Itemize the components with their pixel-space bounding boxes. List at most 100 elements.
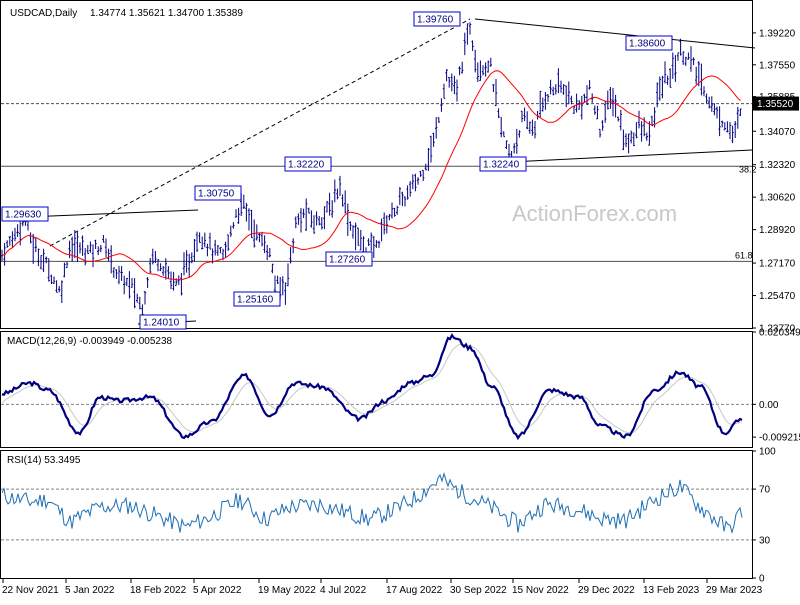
price-bar [208,232,212,250]
price-bar [585,85,589,105]
price-ytick-label: 1.39220 [759,28,796,39]
macd-ytick-label: 0.00 [759,400,779,411]
price-bar [167,266,170,279]
price-bar [648,121,651,146]
price-bar [107,248,110,262]
price-bar [162,266,165,276]
price-bar [11,231,14,248]
x-tick-label: 22 Nov 2021 [2,585,59,596]
price-bar [494,79,498,107]
price-annotation-label: 1.24010 [143,318,180,329]
price-bar [692,57,695,66]
price-bar [715,106,719,119]
price-bar [299,207,303,233]
price-bar [307,207,310,214]
price-bar [211,248,214,264]
price-bar [598,128,602,138]
price-bar [726,121,729,133]
trendline-lower [509,149,753,163]
price-bar [130,277,134,288]
price-bar [721,120,724,128]
price-bar [554,84,557,95]
price-bar [497,108,500,119]
price-bar [65,261,69,269]
price-bar [523,107,526,122]
price-bar [427,148,430,171]
price-bar [528,121,531,134]
price-annotation-box [479,156,527,172]
price-bar [315,211,318,226]
price-bar [406,185,409,200]
price-bar [562,84,565,95]
price-bar [94,239,97,249]
price-bar [182,252,186,276]
price-bar [580,95,583,120]
price-bar [674,55,677,82]
price-bar [29,232,32,244]
price-bar [81,235,84,256]
price-bar [544,92,547,110]
x-tick-label: 29 Dec 2022 [578,585,635,596]
price-ytick-label: 1.25470 [759,291,796,302]
price-bar [42,248,45,273]
macd-signal-line [1,343,743,434]
price-bar [266,244,269,260]
price-bar [409,181,412,197]
x-tick-label: 15 Nov 2022 [512,585,569,596]
price-bar [617,116,620,122]
price-bar [632,132,635,147]
price-bar [341,194,344,207]
x-tick-label: 13 Feb 2023 [643,585,700,596]
price-bar [91,244,95,268]
price-bar [318,216,321,226]
price-bar [146,277,149,288]
price-bar [401,191,404,207]
price-bar [310,210,313,228]
price-bar [50,274,53,284]
price-bar [463,32,466,56]
current-price-box [753,96,799,111]
price-ytick-label: 1.34070 [759,127,796,138]
price-bar [448,76,451,88]
price-bar [710,96,713,112]
price-bar [578,100,581,110]
price-bar [424,163,427,171]
price-bar [357,227,360,246]
price-annotation-label: 1.32220 [288,160,325,171]
price-bar [739,108,742,117]
price-bar [185,250,188,273]
price-bar [323,206,326,230]
price-bar [500,116,503,138]
price-bar [471,40,474,51]
price-bar [214,239,217,256]
x-tick-label: 30 Sep 2022 [450,585,507,596]
x-tick-label: 5 Apr 2022 [193,585,242,596]
price-bar [403,196,407,207]
price-bar [169,271,173,290]
price-bar [468,22,472,35]
price-bar [458,66,461,76]
price-bar [159,263,162,272]
price-bar [63,262,66,278]
price-bar [570,95,573,105]
price-bar [601,120,604,131]
price-bar [286,263,290,287]
price-annotation-label: 1.30750 [198,189,235,200]
x-tick-label: 4 Jul 2022 [320,585,367,596]
price-bar [372,236,375,258]
price-bar [702,86,706,97]
price-bar [572,106,576,115]
price-bar [284,282,287,305]
price-bar [164,258,167,280]
price-bar [292,238,295,254]
price-bar [250,209,253,239]
ohlc-label: 1.34774 1.35621 1.34700 1.35389 [90,8,243,19]
price-bar [445,69,448,82]
price-bar [377,240,381,249]
price-bar [453,75,456,95]
price-bar [518,130,521,138]
price-bar [13,227,17,242]
price-bar [151,248,154,265]
x-tick-label: 5 Jan 2022 [65,585,115,596]
